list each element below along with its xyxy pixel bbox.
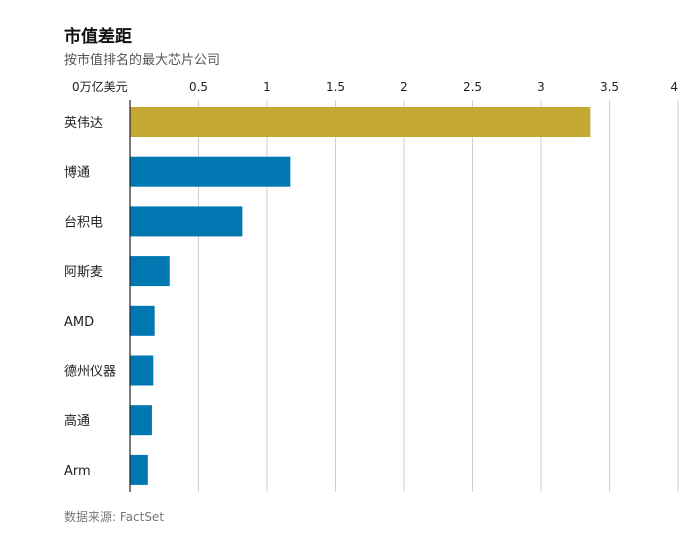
x-tick-label: 0万亿美元 [72, 79, 128, 94]
category-label: 高通 [64, 413, 90, 429]
chart-subtitle: 按市值排名的最大芯片公司 [64, 53, 221, 68]
x-tick-label: 1 [263, 80, 271, 94]
x-tick-label: 0.5 [189, 80, 208, 94]
bar [130, 454, 148, 485]
bar [130, 305, 155, 336]
bar [130, 256, 170, 287]
category-label: Arm [64, 464, 91, 479]
category-label: 博通 [64, 166, 90, 181]
bar [130, 107, 591, 137]
category-label: 阿斯麦 [64, 265, 103, 280]
chart-title: 市值差距 [64, 27, 132, 47]
x-tick-label: 3.5 [600, 80, 619, 94]
source-note: 数据来源: FactSet [64, 510, 165, 524]
x-tick-label: 4 [670, 80, 678, 94]
category-label: AMD [64, 315, 94, 330]
x-tick-label: 1.5 [326, 80, 345, 94]
category-label: 台积电 [64, 215, 103, 230]
x-tick-label: 2 [400, 80, 408, 94]
bar [130, 405, 152, 436]
x-tick-label: 3 [537, 80, 545, 94]
bar [130, 156, 291, 187]
bar [130, 206, 243, 237]
x-tick-label: 2.5 [463, 80, 482, 94]
category-label: 英伟达 [64, 116, 103, 131]
bar [130, 355, 154, 386]
category-label: 德州仪器 [64, 365, 116, 380]
